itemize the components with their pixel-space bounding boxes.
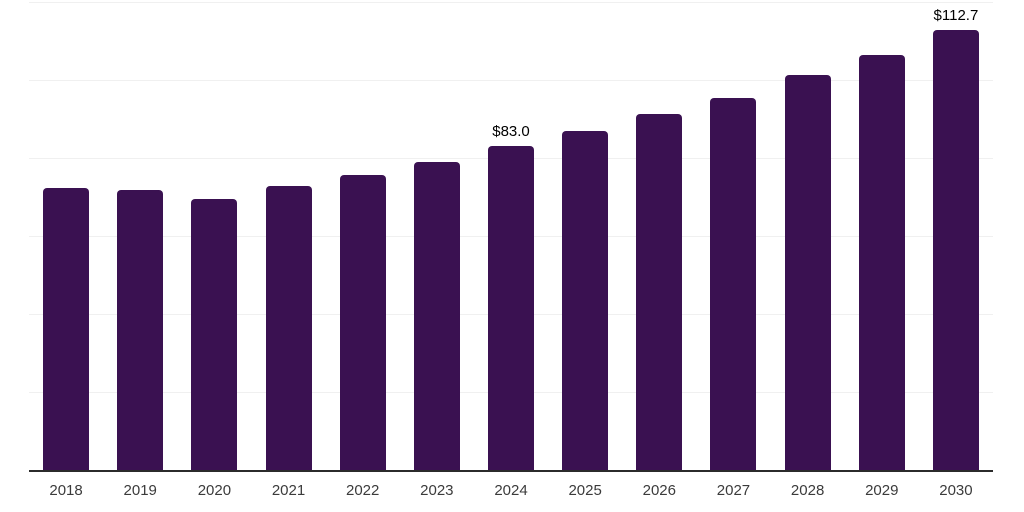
value-label-2030: $112.7 — [933, 7, 979, 25]
x-tick-2025: 2025 — [568, 482, 602, 499]
x-tick-2023: 2023 — [420, 482, 454, 499]
bar-2028 — [784, 75, 831, 470]
x-tick-2027: 2027 — [716, 482, 751, 499]
x-tick-2018: 2018 — [49, 482, 83, 499]
bar-2025 — [562, 131, 609, 470]
bar-2021 — [265, 185, 312, 470]
bar-2022 — [339, 174, 386, 470]
plot-area: $83.0 $112.7 — [29, 2, 993, 472]
value-label-2024: $83.0 — [492, 123, 530, 141]
bar-2019 — [117, 189, 164, 470]
x-tick-2030: 2030 — [939, 482, 973, 499]
x-tick-2019: 2019 — [123, 482, 157, 499]
x-tick-2028: 2028 — [790, 482, 825, 499]
x-tick-2020: 2020 — [197, 482, 232, 499]
gridline-120 — [29, 2, 993, 3]
bar-2030 — [932, 30, 979, 470]
bar-2020 — [191, 198, 238, 470]
x-tick-2024: 2024 — [494, 482, 528, 499]
x-tick-2021: 2021 — [271, 482, 306, 499]
bar-2026 — [636, 113, 683, 470]
bar-2027 — [710, 97, 757, 470]
bar-2018 — [43, 187, 90, 470]
x-axis-labels: 2018 2019 2020 2021 2022 2023 2024 2025 2026 2027… — [29, 481, 993, 503]
x-tick-2026: 2026 — [642, 482, 676, 499]
bar-2029 — [858, 54, 905, 470]
bar-2024 — [488, 146, 534, 470]
x-tick-2022: 2022 — [346, 482, 380, 499]
bar-2023 — [413, 162, 460, 470]
x-tick-2029: 2029 — [865, 482, 899, 499]
gridline-100 — [29, 80, 993, 81]
x-axis-line — [29, 470, 993, 472]
